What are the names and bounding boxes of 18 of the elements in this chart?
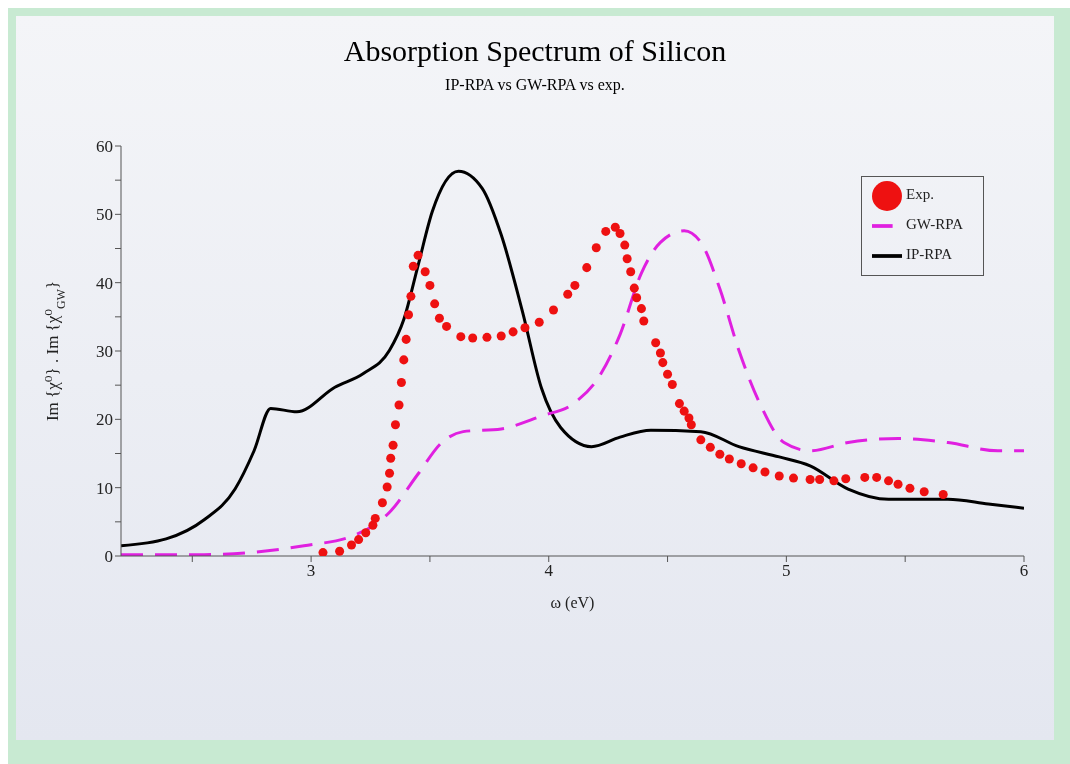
y-tick-label: 30 [96, 342, 113, 362]
y-tick-label: 40 [96, 273, 113, 293]
x-tick-label: 5 [782, 561, 791, 581]
y-tick-label: 20 [96, 410, 113, 430]
legend-label: Exp. [906, 186, 934, 203]
y-tick-label: 0 [104, 547, 113, 567]
line-series [121, 169, 1024, 548]
chart-subtitle: IP-RPA vs GW-RPA vs exp. [444, 76, 626, 94]
y-tick-label: 10 [96, 478, 113, 498]
x-tick-label: 4 [544, 561, 554, 581]
y-tick-label: 50 [96, 205, 113, 225]
chart-title: Absorption Spectrum of Silicon [342, 34, 728, 68]
x-tick-label: 3 [306, 561, 316, 581]
x-axis-title: ω (eV) [550, 594, 595, 612]
legend-label: GW-RPA [906, 216, 963, 233]
x-tick-label: 6 [1019, 561, 1029, 581]
legend-label: IP-RPA [906, 246, 953, 263]
y-tick-label: 60 [96, 137, 113, 157]
